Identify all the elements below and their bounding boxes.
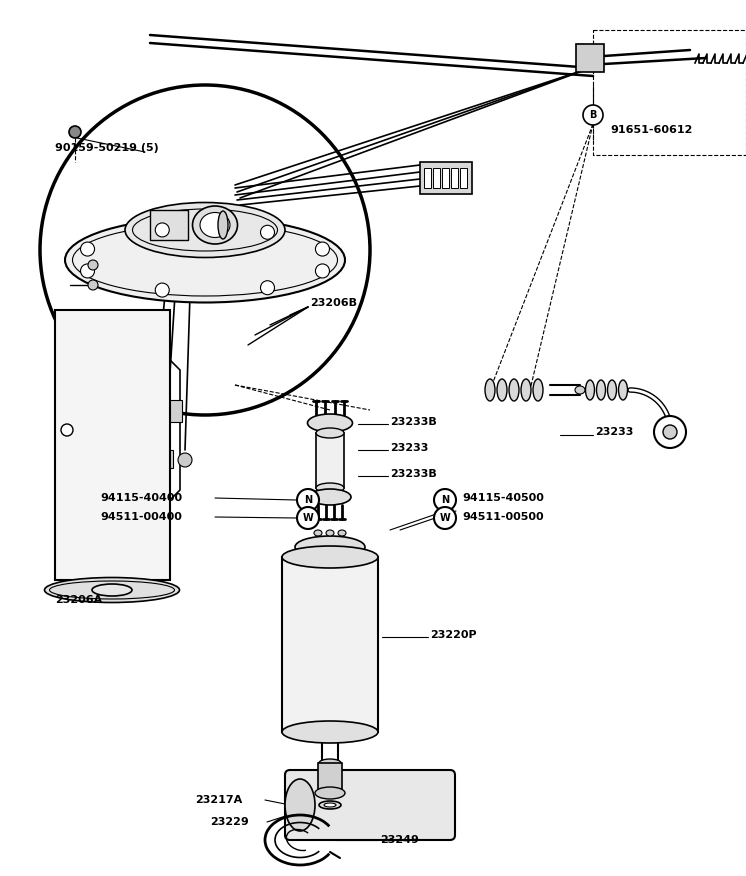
Ellipse shape <box>618 380 627 400</box>
Text: 23233B: 23233B <box>390 469 436 479</box>
Circle shape <box>260 280 275 294</box>
Circle shape <box>663 425 677 439</box>
Ellipse shape <box>295 536 365 558</box>
Ellipse shape <box>307 414 353 432</box>
Ellipse shape <box>309 489 351 505</box>
Ellipse shape <box>282 721 378 743</box>
Circle shape <box>434 489 456 511</box>
Circle shape <box>434 507 456 529</box>
Text: 23229: 23229 <box>210 817 248 827</box>
Circle shape <box>316 242 330 256</box>
Bar <box>55 310 170 580</box>
Circle shape <box>155 283 169 297</box>
Bar <box>433 168 440 188</box>
Circle shape <box>178 453 192 467</box>
Bar <box>157 450 173 468</box>
Ellipse shape <box>319 801 341 809</box>
Circle shape <box>81 264 95 278</box>
Bar <box>142 450 158 468</box>
Ellipse shape <box>575 386 585 394</box>
Ellipse shape <box>338 530 346 536</box>
FancyBboxPatch shape <box>285 770 455 840</box>
Bar <box>451 168 458 188</box>
Ellipse shape <box>282 546 378 568</box>
Circle shape <box>69 126 81 138</box>
Text: W: W <box>303 513 313 523</box>
Ellipse shape <box>192 206 237 244</box>
Circle shape <box>88 260 98 270</box>
Ellipse shape <box>285 779 315 831</box>
Bar <box>442 168 449 188</box>
Circle shape <box>654 416 686 448</box>
Text: 23249: 23249 <box>380 835 419 845</box>
Circle shape <box>583 105 603 125</box>
Ellipse shape <box>92 584 132 596</box>
Text: W: W <box>439 513 451 523</box>
Bar <box>424 168 431 188</box>
Circle shape <box>81 242 95 256</box>
Text: 23206A: 23206A <box>55 595 102 605</box>
Ellipse shape <box>597 380 606 400</box>
Circle shape <box>316 264 330 278</box>
Text: 91651-60612: 91651-60612 <box>610 125 692 135</box>
Text: 94115-40400: 94115-40400 <box>100 493 182 503</box>
Ellipse shape <box>485 379 495 401</box>
Bar <box>420 162 472 194</box>
Ellipse shape <box>316 483 344 493</box>
Text: 94115-40500: 94115-40500 <box>462 493 544 503</box>
Bar <box>318 763 342 793</box>
Ellipse shape <box>607 380 616 400</box>
Circle shape <box>155 223 169 237</box>
Ellipse shape <box>521 379 531 401</box>
Circle shape <box>297 489 319 511</box>
Ellipse shape <box>533 379 543 401</box>
Text: N: N <box>441 495 449 505</box>
Bar <box>150 210 188 240</box>
Ellipse shape <box>316 428 344 438</box>
Bar <box>460 168 467 188</box>
Ellipse shape <box>509 379 519 401</box>
Text: 23233: 23233 <box>595 427 633 437</box>
Text: B: B <box>589 110 597 120</box>
Polygon shape <box>150 220 163 230</box>
Bar <box>170 400 182 422</box>
Bar <box>576 44 604 72</box>
Text: 23206B: 23206B <box>310 298 357 308</box>
Ellipse shape <box>45 577 180 603</box>
Ellipse shape <box>314 530 322 536</box>
Circle shape <box>260 225 275 239</box>
Ellipse shape <box>65 217 345 302</box>
Text: 23217A: 23217A <box>195 795 242 805</box>
Text: 23220P: 23220P <box>430 630 477 640</box>
Ellipse shape <box>200 213 230 237</box>
Bar <box>282 557 378 732</box>
Ellipse shape <box>315 787 345 799</box>
Ellipse shape <box>326 530 334 536</box>
Ellipse shape <box>319 759 341 767</box>
Circle shape <box>88 280 98 290</box>
Text: 90159-50219 (5): 90159-50219 (5) <box>55 143 159 153</box>
Text: 94511-00400: 94511-00400 <box>100 512 182 522</box>
Text: 23233B: 23233B <box>390 417 436 427</box>
Text: N: N <box>304 495 312 505</box>
Text: 23233: 23233 <box>390 443 428 453</box>
Ellipse shape <box>497 379 507 401</box>
Ellipse shape <box>586 380 595 400</box>
Ellipse shape <box>324 803 336 807</box>
Circle shape <box>61 424 73 436</box>
Circle shape <box>297 507 319 529</box>
Ellipse shape <box>72 224 337 296</box>
Bar <box>316 433 344 488</box>
Ellipse shape <box>125 202 285 258</box>
Ellipse shape <box>218 211 228 239</box>
Text: 94511-00500: 94511-00500 <box>462 512 544 522</box>
